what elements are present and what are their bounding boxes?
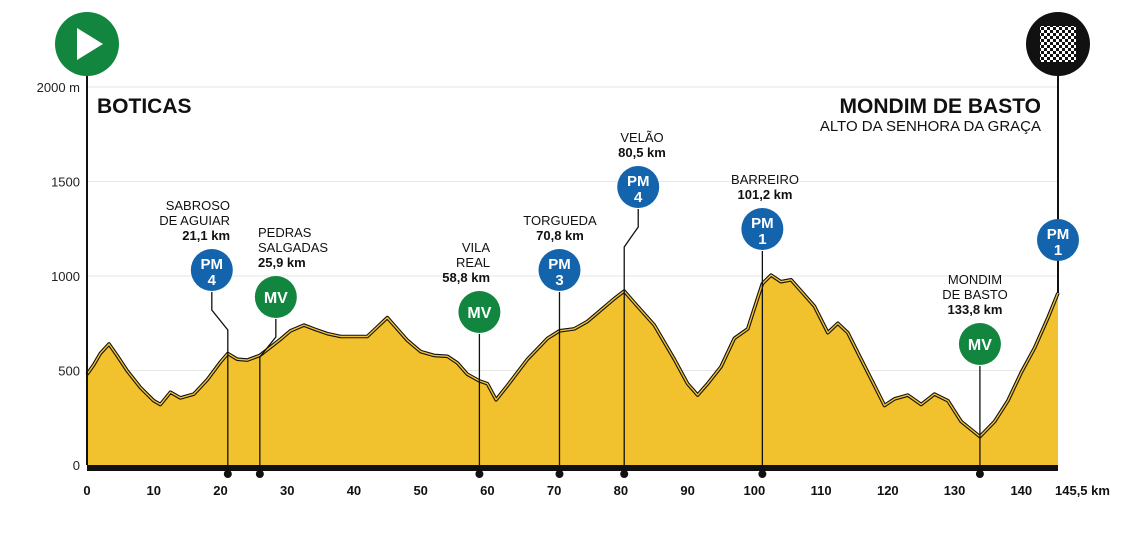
climb-km: 21,1 km <box>182 228 230 243</box>
x-axis-bar <box>87 465 1058 471</box>
y-tick-label: 1500 <box>51 175 80 190</box>
x-tick-label: 60 <box>480 483 494 498</box>
climb-marker: PM1 <box>1037 219 1079 261</box>
climb-name: REAL <box>456 255 490 270</box>
climb-leader-line <box>259 319 277 473</box>
x-tick-label: 110 <box>811 483 832 498</box>
mountain-badge <box>741 208 784 250</box>
badge-type: PM <box>548 256 571 273</box>
finish-subtitle: ALTO DA SENHORA DA GRAÇA <box>820 118 1041 135</box>
climb-name: TORGUEDA <box>523 213 597 228</box>
x-tick-label: 100 <box>744 483 766 498</box>
badge-type: PM <box>627 173 650 190</box>
elevation-outline-inner <box>86 274 1059 438</box>
start-town: BOTICAS <box>97 95 192 118</box>
y-axis: 0 500 1000 1500 2000 m <box>37 80 88 473</box>
climb-name: MONDIM <box>948 272 1002 287</box>
mountain-badge <box>190 249 233 291</box>
mountain-badge <box>1037 219 1079 261</box>
mountain-badge <box>617 166 660 208</box>
finish-town: MONDIM DE BASTO <box>840 95 1041 118</box>
climb-km: 58,8 km <box>442 270 490 285</box>
x-end-label: 145,5 km <box>1055 483 1110 498</box>
elevation-area <box>87 275 1058 465</box>
climb-name: BARREIRO <box>731 172 799 187</box>
x-tick-label: 40 <box>347 483 361 498</box>
y-tick-label: 500 <box>58 364 80 379</box>
climb-name: SALGADAS <box>258 240 328 255</box>
climb-km: 70,8 km <box>536 228 584 243</box>
y-tick-label: 0 <box>73 458 80 473</box>
x-axis: 0 10 20 30 40 50 60 70 80 90 100 110 120 130 140 145,5 … <box>83 483 1110 498</box>
badge-type: MV <box>968 337 992 354</box>
climb-km: 101,2 km <box>738 187 793 202</box>
climb-km: 80,5 km <box>618 145 666 160</box>
climb-km: 133,8 km <box>948 302 1003 317</box>
x-tick-label: 0 <box>83 483 90 498</box>
sprint-badge <box>958 323 1001 365</box>
checkered-flag-icon <box>1026 12 1090 76</box>
climb-name: VELÃO <box>620 130 663 145</box>
badge-type: PM <box>201 256 224 273</box>
climb-km-dot <box>975 470 984 478</box>
badge-type: MV <box>467 305 491 322</box>
climb-name: SABROSO <box>166 198 230 213</box>
x-tick-label: 30 <box>280 483 294 498</box>
badge-type: MV <box>264 290 288 307</box>
mountain-badge <box>538 249 581 291</box>
x-tick-label: 130 <box>944 483 966 498</box>
x-tick-label: 20 <box>213 483 227 498</box>
badge-category: 3 <box>555 272 563 289</box>
climb-km-dot <box>620 470 629 478</box>
x-tick-label: 10 <box>147 483 161 498</box>
badge-category: 1 <box>1054 242 1062 259</box>
climb-km-dot <box>475 470 484 478</box>
climb-name: DE AGUIAR <box>159 213 230 228</box>
x-tick-label: 80 <box>614 483 628 498</box>
x-tick-label: 70 <box>547 483 561 498</box>
climb-name: DE BASTO <box>942 287 1008 302</box>
badge-type: PM <box>1047 226 1070 243</box>
play-triangle <box>77 28 103 60</box>
badge-type: PM <box>751 215 774 232</box>
y-tick-label: 1000 <box>51 269 80 284</box>
x-tick-label: 120 <box>877 483 899 498</box>
play-icon <box>55 12 119 76</box>
x-tick-label: 50 <box>413 483 427 498</box>
climb-km-dot <box>255 470 264 478</box>
sprint-badge <box>458 291 501 333</box>
climb-leader-line <box>211 292 229 473</box>
climb-km-dot <box>758 470 767 478</box>
x-tick-label: 140 <box>1010 483 1032 498</box>
badge-category: 1 <box>758 231 766 248</box>
climb-km-dot <box>555 470 564 478</box>
climb-name: VILA <box>462 240 491 255</box>
sprint-badge <box>254 276 297 318</box>
badge-category: 4 <box>634 189 643 206</box>
climb-leader-line <box>623 209 639 473</box>
climb-name: PEDRAS <box>258 225 312 240</box>
badge-category: 4 <box>208 272 217 289</box>
climb-km-dot <box>223 470 232 478</box>
x-tick-label: 90 <box>680 483 694 498</box>
climb-km: 25,9 km <box>258 255 306 270</box>
y-tick-label: 2000 m <box>37 80 80 95</box>
checkered-flag <box>1040 26 1076 62</box>
